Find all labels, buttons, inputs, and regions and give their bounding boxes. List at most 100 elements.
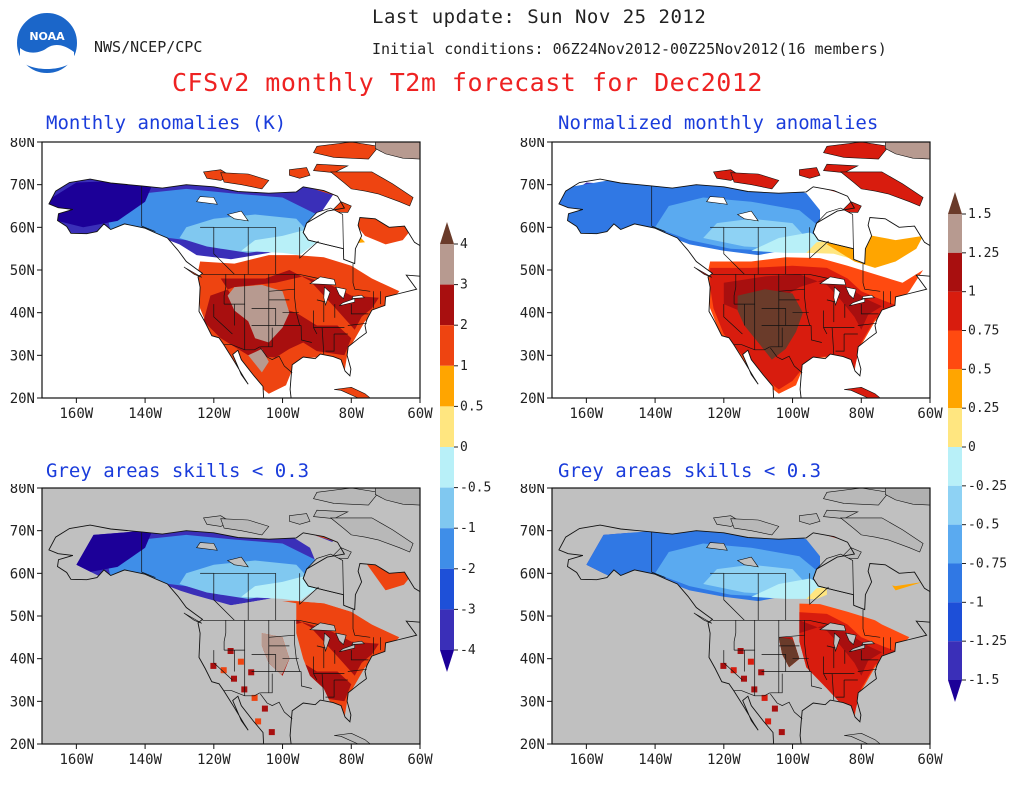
skill-speck (268, 729, 275, 736)
lat-tick-label: 50N (10, 263, 35, 279)
skill-speck (248, 669, 255, 676)
political-border (352, 609, 371, 638)
political-border (770, 327, 783, 348)
island-outline (823, 488, 890, 506)
colorbar-bin (948, 291, 962, 331)
greenland-outline (884, 488, 930, 506)
skill-speck (741, 675, 747, 682)
political-border (857, 322, 877, 326)
political-border (769, 693, 803, 720)
colorbar-bin (948, 214, 962, 253)
colorbar-label: 0 (968, 440, 976, 455)
colorbar-label: -2 (460, 562, 476, 577)
panel-title-normalized-anomalies: Normalized monthly anomalies (558, 112, 879, 134)
lon-tick-label: 60W (917, 752, 943, 768)
great-lake (819, 622, 847, 632)
political-border (831, 673, 835, 701)
lon-tick-label: 140W (128, 406, 162, 422)
colorbar-label: 0.5 (968, 362, 991, 377)
island-outline (183, 266, 202, 278)
lat-tick-label: 30N (520, 694, 545, 710)
political-border (300, 671, 312, 689)
lake-outline (196, 542, 218, 551)
colorbar-bin (440, 487, 454, 529)
lat-tick-label: 80N (10, 484, 35, 497)
island-outline (329, 517, 414, 553)
lon-tick-label: 80W (849, 752, 875, 768)
lat-tick-label: 40N (520, 306, 545, 322)
great-lake (819, 276, 847, 286)
anomaly-region (241, 229, 317, 256)
great-lake (845, 632, 857, 646)
political-border (769, 347, 803, 374)
lat-tick-label: 40N (10, 306, 35, 322)
anomaly-region (248, 348, 269, 373)
political-border (831, 327, 835, 355)
colorbar-label: 1 (968, 285, 976, 300)
colorbar-label: -0.75 (968, 557, 1007, 572)
colorbar-label: -1 (968, 595, 984, 610)
colorbar-label: 0 (460, 440, 468, 455)
lat-tick-label: 80N (520, 138, 545, 151)
political-border (347, 322, 367, 326)
political-border (321, 673, 325, 701)
political-border (213, 650, 233, 681)
colorbar-bin (440, 406, 454, 447)
colorbar-bin (948, 330, 962, 370)
political-border (213, 304, 233, 335)
colorbar-label: -0.5 (460, 481, 491, 496)
skill-speck (765, 718, 772, 725)
political-border (733, 690, 771, 697)
great-lake (833, 286, 841, 307)
political-border (259, 347, 293, 374)
lat-tick-label: 20N (520, 737, 545, 753)
skill-speck (758, 669, 765, 676)
political-border (259, 693, 293, 720)
skill-speck (237, 658, 244, 665)
great-lake (861, 294, 876, 299)
colorbar-bin (948, 563, 962, 603)
lake-outline (196, 196, 218, 205)
coastline (48, 524, 420, 744)
noaa-logo: NOAA (14, 10, 80, 76)
logo-text: NOAA (29, 30, 65, 43)
lat-tick-label: 20N (10, 737, 35, 753)
political-border (723, 304, 743, 335)
political-border (723, 650, 743, 681)
colorbar-bin (440, 609, 454, 650)
lon-tick-label: 160W (60, 752, 94, 768)
island-outline (329, 171, 414, 207)
anomaly-region (751, 578, 827, 599)
colorbar-label: -0.5 (968, 518, 999, 533)
colorbar-anomalies-k: 4 3 2 1 0.5 0 -0.5 -1 -2 -3 -4 (436, 218, 496, 678)
island-outline (730, 172, 780, 190)
great-lake (309, 622, 337, 632)
political-border (778, 288, 805, 292)
political-border (300, 325, 312, 343)
lat-tick-label: 70N (10, 524, 35, 540)
anomaly-region (76, 527, 152, 574)
colorbar-label: -1 (460, 521, 476, 536)
political-border (223, 274, 227, 305)
colorbar-bottom-cap (440, 650, 454, 672)
island-outline (289, 513, 311, 525)
lat-tick-label: 70N (520, 524, 545, 540)
lon-tick-label: 120W (707, 752, 741, 768)
lon-tick-label: 60W (407, 752, 433, 768)
lat-tick-label: 30N (520, 348, 545, 364)
political-border (810, 671, 822, 689)
greenland-outline (374, 142, 420, 160)
colorbar-label: 0.25 (968, 401, 999, 416)
colorbar-label: 0.5 (460, 399, 483, 414)
lat-tick-label: 50N (10, 609, 35, 625)
political-border (141, 185, 156, 232)
colorbar-bin (440, 568, 454, 610)
lon-tick-label: 60W (407, 406, 433, 422)
lon-tick-label: 100W (776, 752, 810, 768)
skill-speck (747, 658, 754, 665)
last-update-text: Last update: Sun Nov 25 2012 (372, 6, 707, 28)
political-border (350, 304, 369, 315)
political-border (835, 334, 845, 352)
skill-speck (778, 729, 785, 736)
colorbar-bin (948, 641, 962, 680)
